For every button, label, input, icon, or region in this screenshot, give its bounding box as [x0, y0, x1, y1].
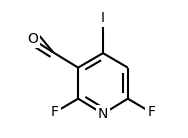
Text: F: F [147, 105, 155, 120]
Text: N: N [98, 107, 108, 121]
Text: I: I [101, 11, 105, 25]
Text: F: F [51, 105, 59, 120]
Text: O: O [27, 32, 38, 46]
